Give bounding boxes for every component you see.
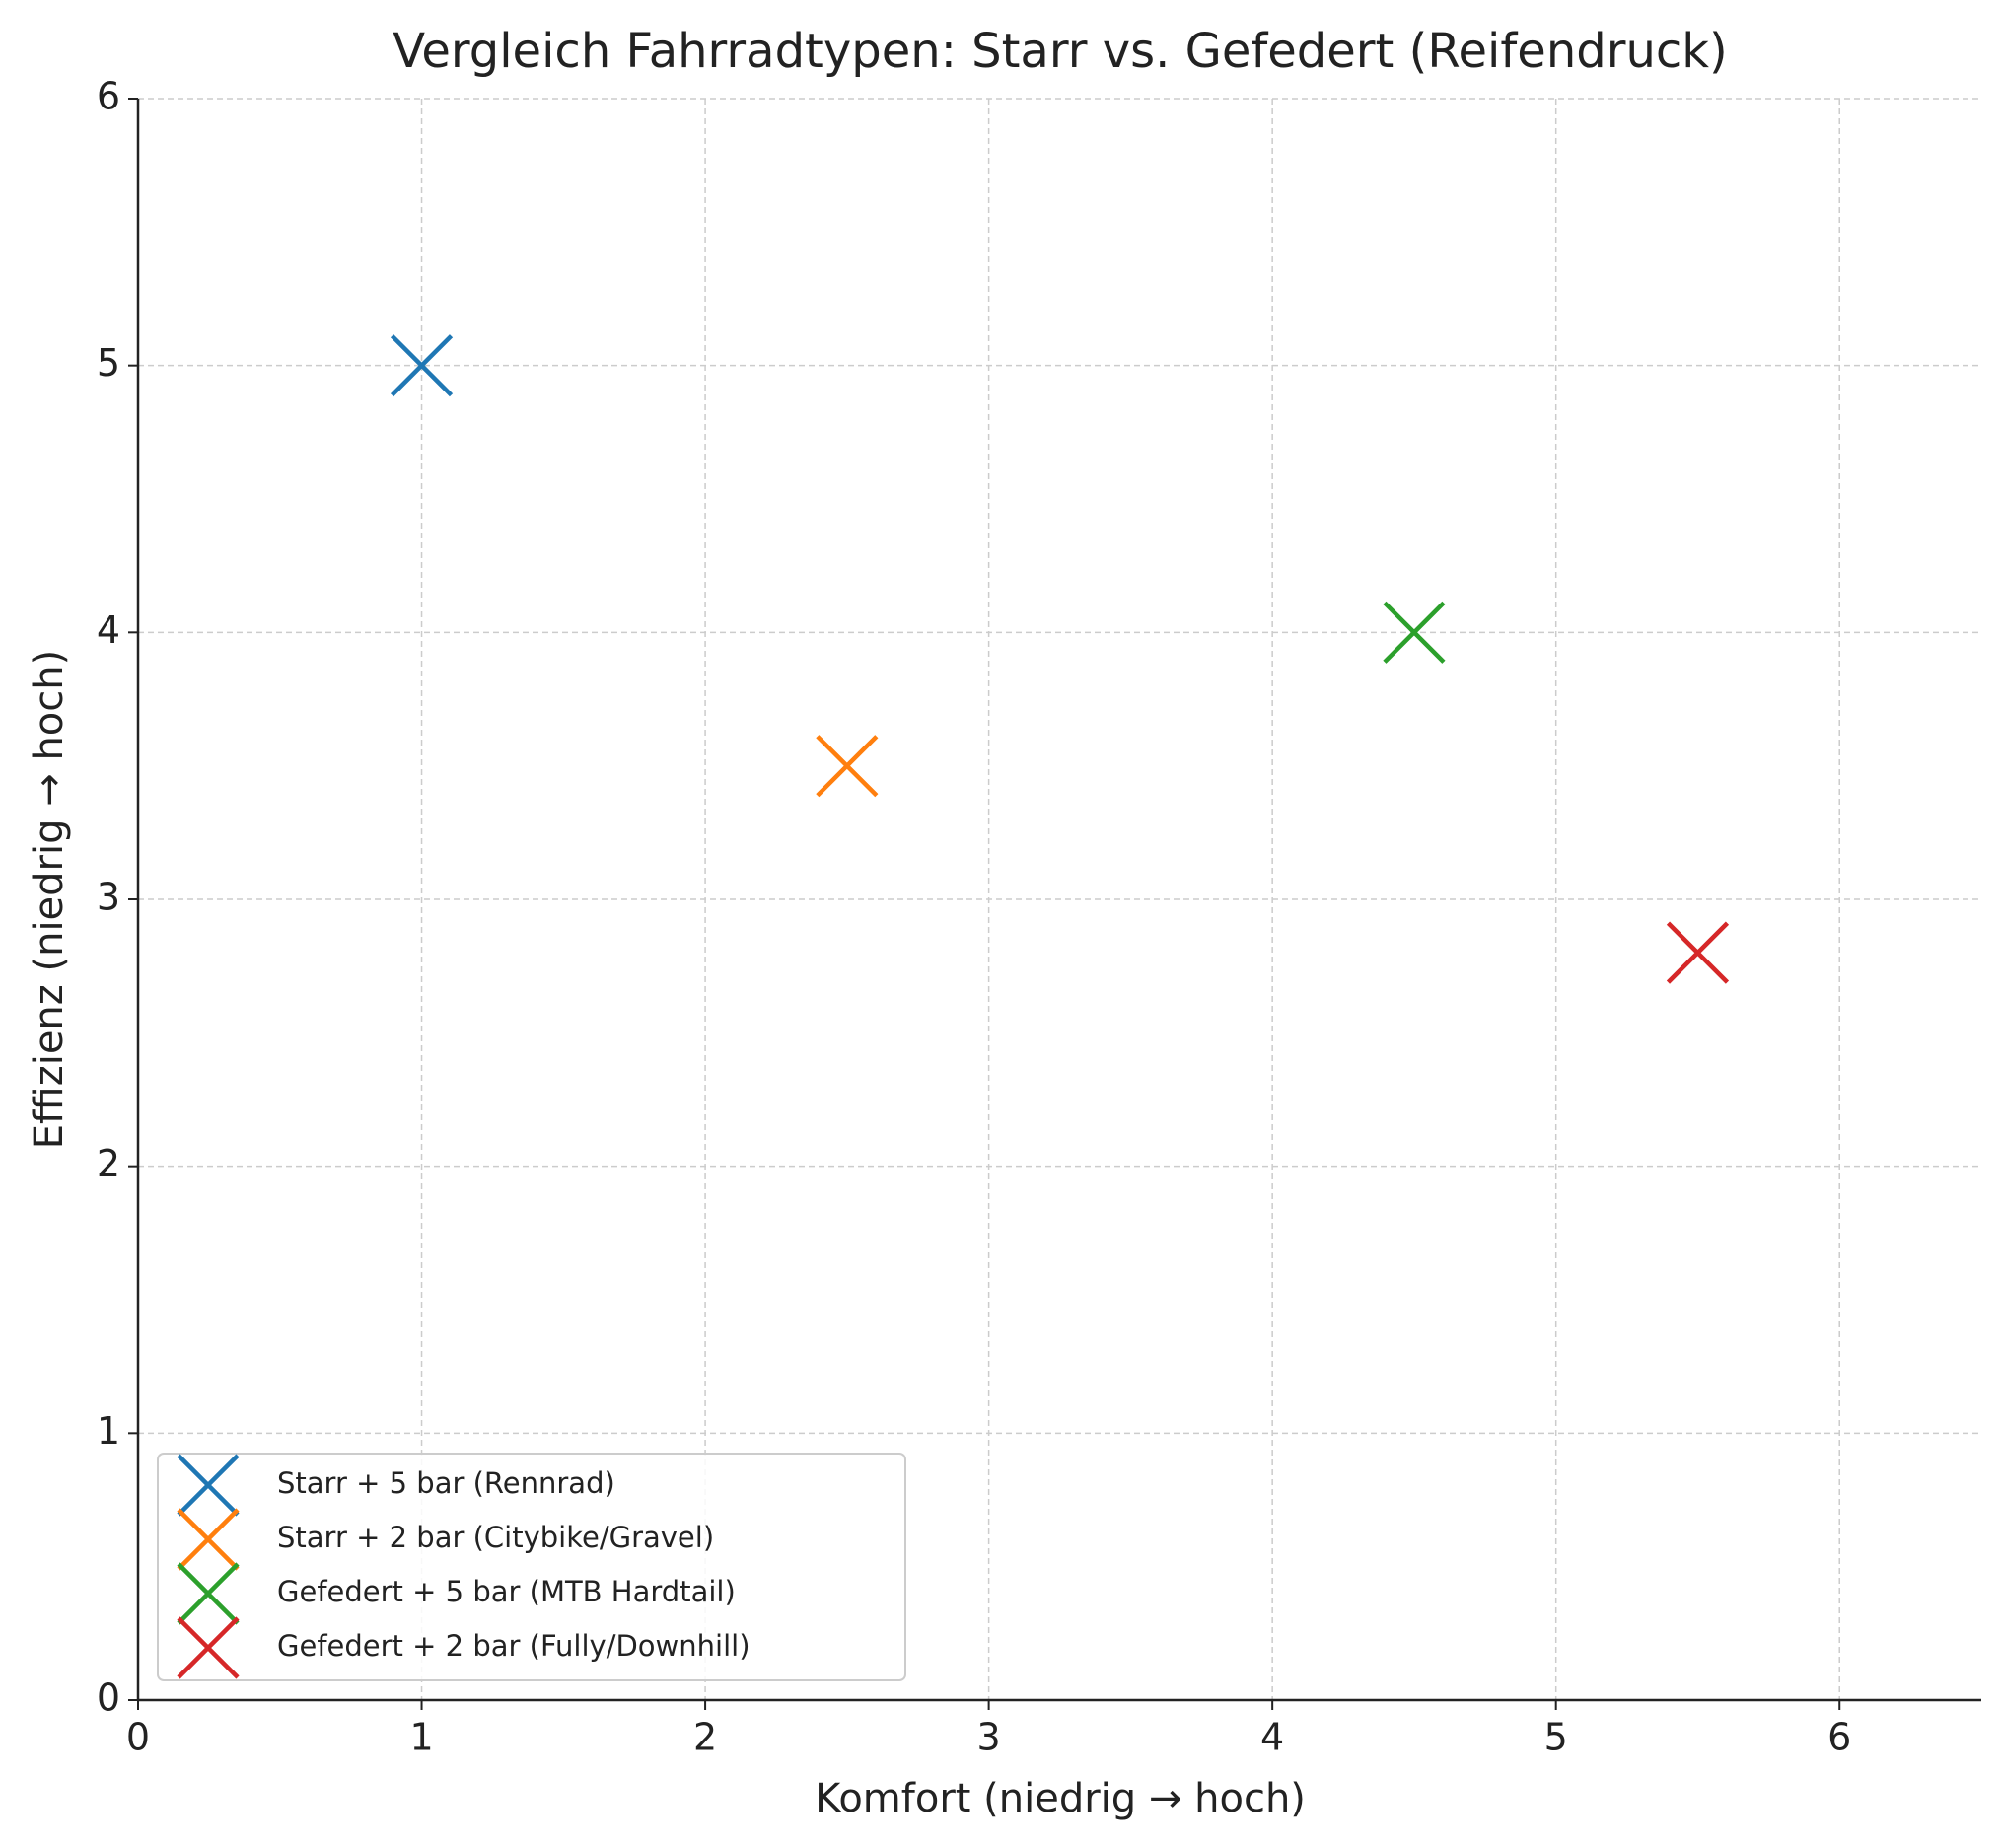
- x-tick-label: 0: [126, 1716, 150, 1759]
- legend-marker: [177, 1562, 240, 1625]
- y-tick-label: 0: [97, 1676, 120, 1720]
- legend-marker: [177, 1508, 240, 1571]
- data-point: [1383, 601, 1446, 664]
- legend-marker: [177, 1616, 240, 1679]
- legend-box: [157, 1453, 906, 1681]
- legend-marker: [177, 1454, 240, 1517]
- data-point: [390, 334, 454, 397]
- legend-label: Gefedert + 2 bar (Fully/Downhill): [277, 1629, 751, 1663]
- y-tick-label: 4: [97, 608, 120, 652]
- legend-label: Starr + 5 bar (Rennrad): [277, 1466, 615, 1500]
- y-tick-label: 3: [97, 876, 120, 919]
- x-tick-label: 4: [1260, 1716, 1284, 1759]
- data-point: [816, 735, 879, 798]
- x-tick-label: 2: [693, 1716, 717, 1759]
- y-tick-label: 5: [97, 341, 120, 385]
- x-tick-label: 3: [977, 1716, 1001, 1759]
- x-tick-label: 1: [409, 1716, 433, 1759]
- legend-label: Gefedert + 5 bar (MTB Hardtail): [277, 1575, 736, 1608]
- y-tick-label: 6: [97, 75, 120, 118]
- chart-title: Vergleich Fahrradtypen: Starr vs. Gefede…: [393, 24, 1728, 79]
- x-axis-label: Komfort (niedrig → hoch): [815, 1776, 1306, 1821]
- y-tick-label: 2: [97, 1142, 120, 1185]
- data-point: [1666, 921, 1730, 984]
- x-tick-label: 6: [1827, 1716, 1851, 1759]
- y-tick-label: 1: [97, 1409, 120, 1453]
- legend-label: Starr + 2 bar (Citybike/Gravel): [277, 1521, 714, 1554]
- y-axis-label: Effizienz (niedrig → hoch): [27, 650, 72, 1149]
- x-tick-label: 5: [1544, 1716, 1568, 1759]
